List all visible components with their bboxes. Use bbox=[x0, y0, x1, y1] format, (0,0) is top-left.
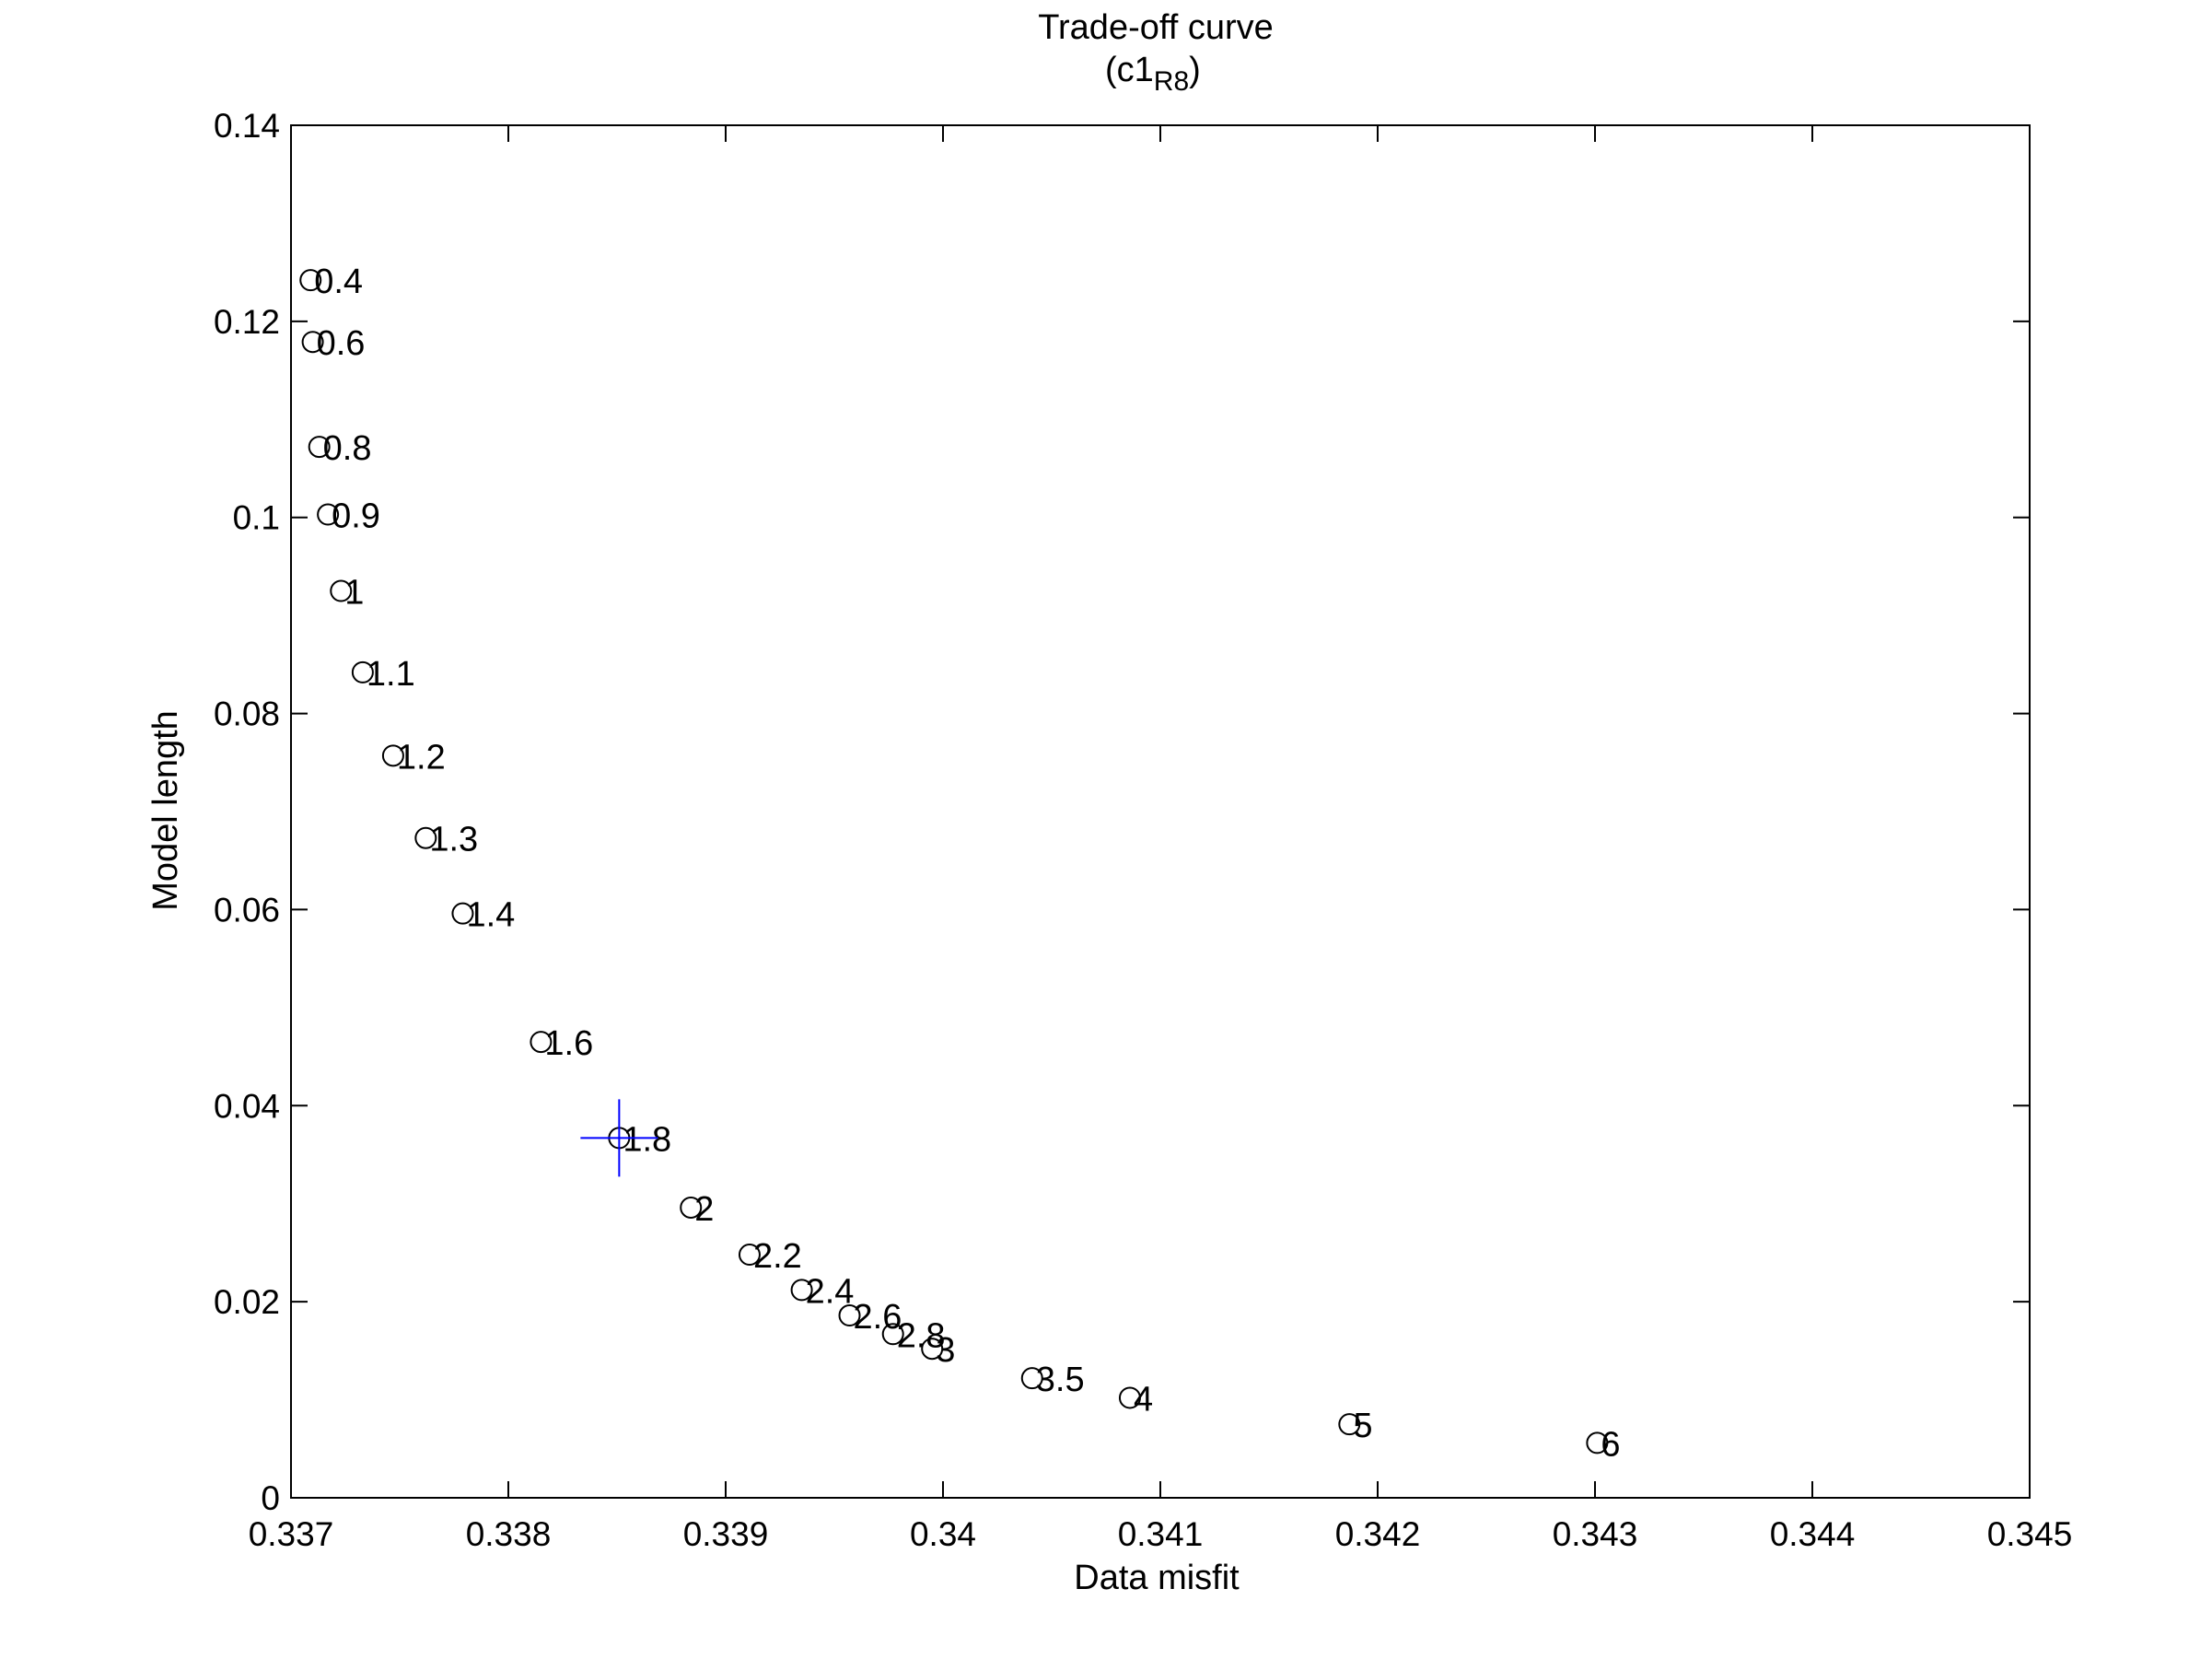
data-point-label: 3 bbox=[936, 1331, 955, 1370]
data-point-marker bbox=[451, 902, 474, 925]
x-tick-label: 0.34 bbox=[910, 1515, 976, 1553]
data-point-marker bbox=[1118, 1386, 1141, 1409]
data-point-label: 1.1 bbox=[367, 655, 415, 694]
data-point-marker bbox=[838, 1304, 861, 1327]
x-tick-label: 0.338 bbox=[466, 1515, 552, 1553]
data-point-marker bbox=[1020, 1367, 1043, 1390]
data-point-marker bbox=[308, 436, 331, 459]
x-tick-label: 0.337 bbox=[249, 1515, 334, 1553]
x-tick-label: 0.343 bbox=[1553, 1515, 1638, 1553]
data-point-label: 1 bbox=[344, 574, 364, 613]
data-point-marker bbox=[317, 503, 340, 526]
chart-subtitle: (c1R8) bbox=[1105, 51, 1201, 97]
data-point-label: 6 bbox=[1601, 1425, 1620, 1464]
plot-area: 0.337 0.338 0.339 0.34 0.341 0.342 0.343 0.344 0… bbox=[214, 107, 2072, 1553]
x-tick-label: 0.344 bbox=[1770, 1515, 1856, 1553]
data-point-label: 2 bbox=[694, 1190, 714, 1229]
data-point-label: 2.2 bbox=[753, 1237, 802, 1276]
data-point-label: 1.6 bbox=[544, 1024, 593, 1063]
y-tick-label: 0.06 bbox=[214, 891, 280, 929]
x-tick-label: 0.339 bbox=[683, 1515, 769, 1553]
data-point-marker bbox=[738, 1244, 761, 1267]
x-axis-label: Data misfit bbox=[1074, 1559, 1240, 1597]
subtitle-prefix: (c1 bbox=[1105, 51, 1154, 89]
data-point-label: 2.6 bbox=[854, 1298, 902, 1337]
data-point-marker bbox=[1586, 1431, 1609, 1455]
data-point-label: 0.6 bbox=[317, 324, 366, 363]
data-point-label: 4 bbox=[1134, 1380, 1153, 1419]
y-tick-label: 0.1 bbox=[233, 499, 280, 537]
chart-title: Trade-off curve bbox=[1038, 8, 1274, 47]
y-tick-label: 0.02 bbox=[214, 1283, 280, 1321]
data-point-marker bbox=[381, 744, 404, 767]
data-point-marker bbox=[301, 331, 324, 354]
data-point-marker bbox=[414, 826, 437, 849]
y-tick-label: 0 bbox=[261, 1479, 280, 1517]
y-axis-label: Model length bbox=[146, 710, 185, 911]
data-point-marker bbox=[881, 1323, 904, 1346]
data-point-marker bbox=[351, 660, 374, 683]
data-point-marker bbox=[1338, 1413, 1361, 1436]
data-point-label: 0.8 bbox=[323, 429, 372, 468]
data-point-marker bbox=[330, 579, 353, 602]
x-tick-label: 0.345 bbox=[1987, 1515, 2073, 1553]
x-tick-label: 0.342 bbox=[1335, 1515, 1421, 1553]
data-point-label: 1.4 bbox=[466, 896, 515, 935]
y-tick-label: 0.14 bbox=[214, 107, 280, 145]
subtitle-subscript: R8 bbox=[1154, 66, 1189, 97]
data-point-label: 0.4 bbox=[314, 263, 363, 301]
data-point-marker bbox=[530, 1031, 553, 1054]
x-tick-label: 0.341 bbox=[1118, 1515, 1204, 1553]
data-point-label: 3.5 bbox=[1036, 1361, 1085, 1399]
data-point-marker bbox=[680, 1196, 703, 1219]
y-tick-label: 0.12 bbox=[214, 303, 280, 341]
y-tick-label: 0.04 bbox=[214, 1087, 280, 1125]
subtitle-suffix: ) bbox=[1189, 51, 1201, 89]
data-point-label: 1.3 bbox=[429, 821, 478, 859]
data-point-label: 2.8 bbox=[897, 1316, 946, 1355]
data-point-label: 1.2 bbox=[397, 738, 446, 777]
data-point-marker bbox=[299, 269, 322, 292]
data-point-label: 5 bbox=[1353, 1407, 1372, 1445]
y-tick-label: 0.08 bbox=[214, 695, 280, 733]
data-point-marker bbox=[790, 1279, 813, 1302]
data-point-marker bbox=[921, 1338, 944, 1361]
data-point-label: 0.9 bbox=[332, 497, 380, 536]
data-point-label: 2.4 bbox=[806, 1272, 855, 1311]
data-point-label: 1.8 bbox=[623, 1120, 671, 1159]
